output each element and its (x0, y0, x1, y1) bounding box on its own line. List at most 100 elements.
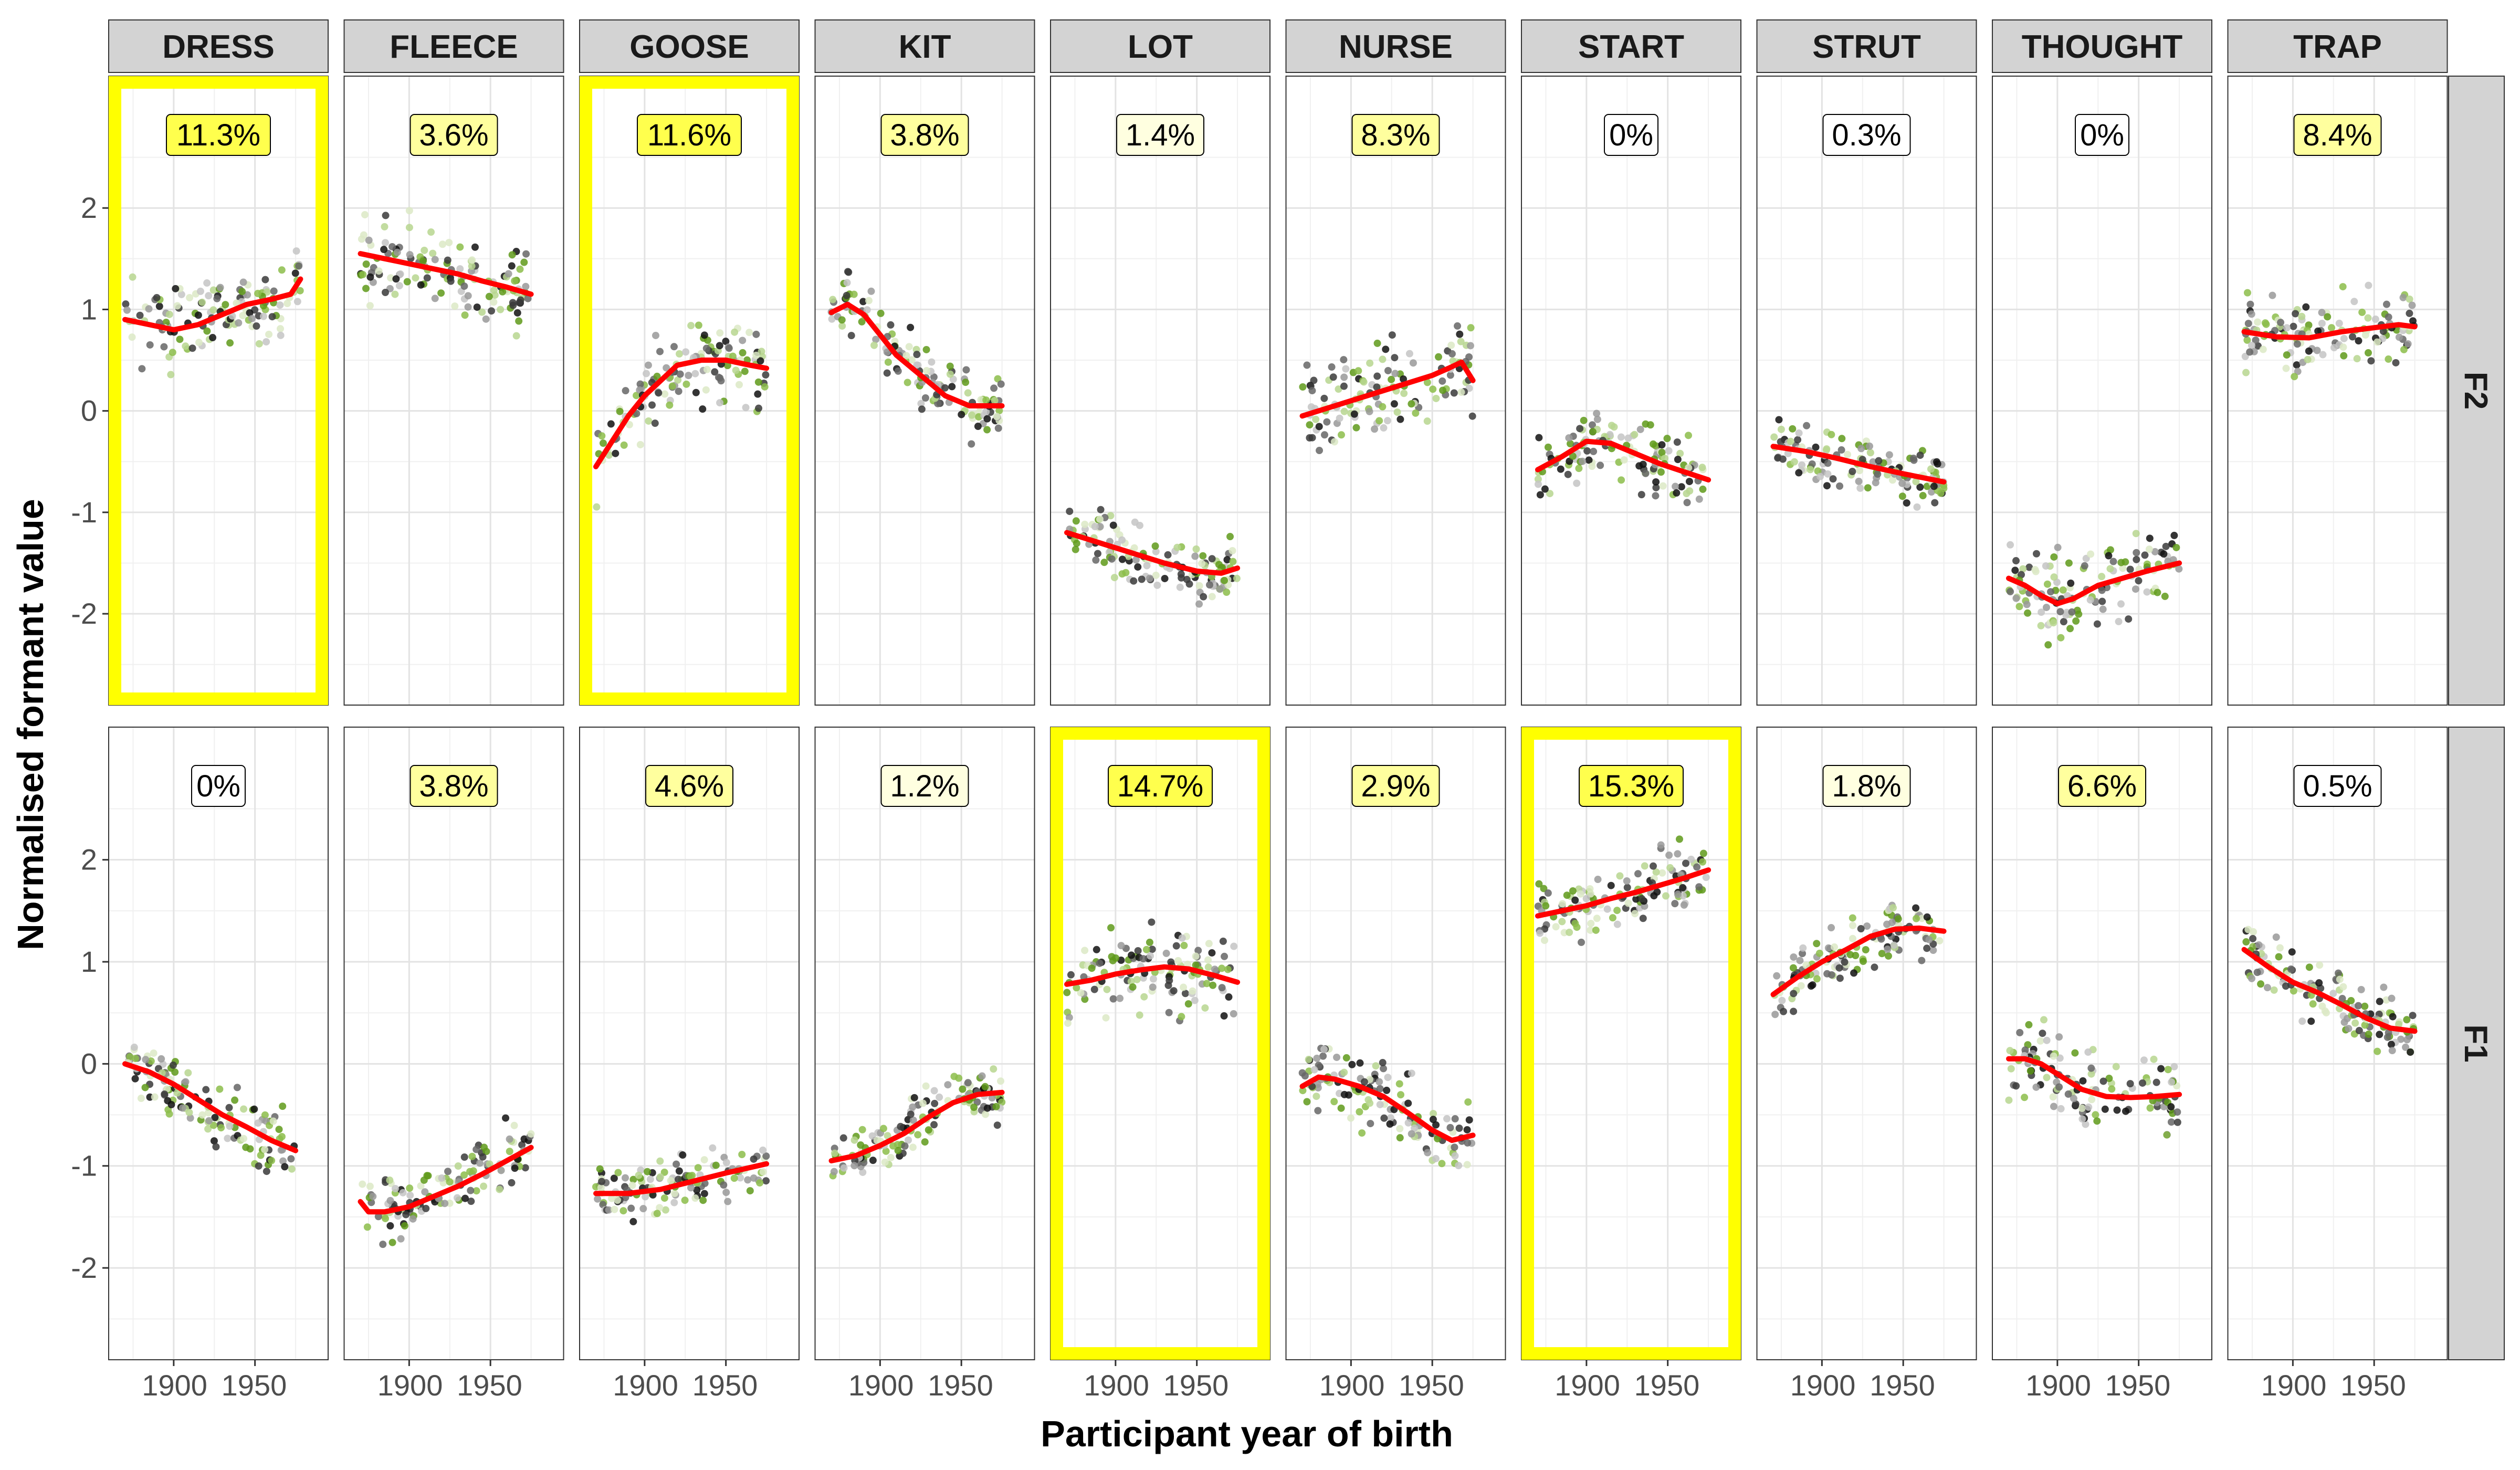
data-point (253, 322, 260, 330)
x-tick-label: 1950 (1634, 1369, 1700, 1402)
data-point (261, 1111, 269, 1119)
data-point (1191, 996, 1199, 1004)
data-point (1559, 900, 1567, 908)
data-point (391, 290, 399, 298)
data-point (202, 1086, 210, 1094)
data-point (2109, 558, 2117, 565)
data-point (295, 262, 303, 270)
data-point (2338, 995, 2346, 1003)
data-point (1585, 456, 1593, 464)
data-point (1836, 974, 1844, 982)
data-point (393, 248, 401, 256)
data-point (511, 1164, 519, 1172)
x-tick-label: 1950 (2105, 1369, 2171, 1402)
data-point (902, 352, 910, 360)
data-point (2043, 1036, 2051, 1044)
data-point (1649, 862, 1657, 870)
data-point (1096, 515, 1104, 523)
data-point (1617, 433, 1625, 441)
data-point (1388, 331, 1396, 339)
data-point (676, 350, 684, 358)
data-point (1320, 431, 1328, 439)
data-point (950, 1073, 958, 1080)
data-point (1194, 947, 1202, 954)
data-point (1447, 341, 1455, 349)
data-point (225, 1104, 233, 1111)
data-point (843, 279, 851, 287)
data-point (593, 503, 601, 511)
data-point (735, 381, 743, 388)
data-point (1680, 901, 1688, 909)
data-point (2098, 573, 2106, 581)
data-point (655, 389, 663, 397)
data-point (1910, 456, 1918, 464)
data-point (391, 1185, 399, 1193)
data-point (1587, 926, 1594, 934)
data-point (397, 1235, 405, 1243)
data-point (2164, 1066, 2172, 1074)
data-point (2025, 563, 2033, 571)
data-point (964, 1079, 972, 1087)
data-point (1866, 449, 1874, 457)
data-point (2057, 1105, 2065, 1112)
data-point (758, 348, 765, 355)
data-point (1885, 451, 1893, 459)
data-point (2388, 994, 2396, 1002)
data-point (2364, 314, 2372, 322)
data-point (1149, 975, 1157, 983)
data-point (2115, 617, 2123, 625)
data-point (1335, 385, 1342, 393)
data-point (451, 302, 459, 310)
data-point (1219, 937, 1227, 945)
data-point (365, 236, 373, 244)
data-point (240, 1135, 248, 1142)
data-point (1198, 560, 1206, 568)
data-point (287, 1155, 295, 1163)
data-point (1223, 556, 1231, 564)
data-point (1824, 459, 1832, 467)
data-point (859, 298, 867, 306)
data-point (639, 1205, 647, 1213)
data-point (1913, 503, 1921, 511)
data-point (2079, 1077, 2087, 1085)
data-point (1777, 425, 1785, 433)
data-point (506, 1148, 513, 1156)
data-point (1204, 956, 1212, 964)
facet-strip-start (1521, 19, 1741, 73)
data-point (1103, 985, 1111, 993)
data-point (464, 292, 472, 300)
data-point (1865, 442, 1873, 450)
x-tick-label: 1900 (142, 1369, 207, 1402)
data-point (1683, 490, 1690, 498)
data-point (2133, 555, 2140, 563)
data-point (473, 303, 481, 311)
data-point (392, 275, 400, 283)
data-point (177, 290, 185, 298)
data-point (997, 380, 1005, 388)
data-point (1828, 430, 1835, 438)
data-point (1432, 1121, 1440, 1129)
data-point (2026, 1067, 2034, 1075)
highlight-border (1521, 727, 1741, 1360)
data-point (362, 285, 370, 292)
data-point (1593, 915, 1601, 922)
data-point (948, 383, 956, 391)
data-point (1780, 1007, 1788, 1015)
data-point (150, 1049, 158, 1057)
data-point (1337, 431, 1345, 439)
data-point (2151, 548, 2159, 555)
data-point (882, 1147, 890, 1155)
data-point (1588, 463, 1596, 470)
data-point (983, 426, 991, 434)
x-tick-label: 1950 (222, 1369, 287, 1402)
data-point (1808, 460, 1816, 468)
data-point (662, 1206, 669, 1214)
percent-label: 6.6% (2067, 769, 2137, 803)
data-point (968, 411, 975, 419)
data-point (625, 421, 633, 428)
data-point (918, 405, 926, 413)
panel-background (1521, 76, 1741, 705)
data-point (2361, 1021, 2369, 1029)
data-point (699, 405, 707, 413)
data-point (366, 273, 374, 281)
